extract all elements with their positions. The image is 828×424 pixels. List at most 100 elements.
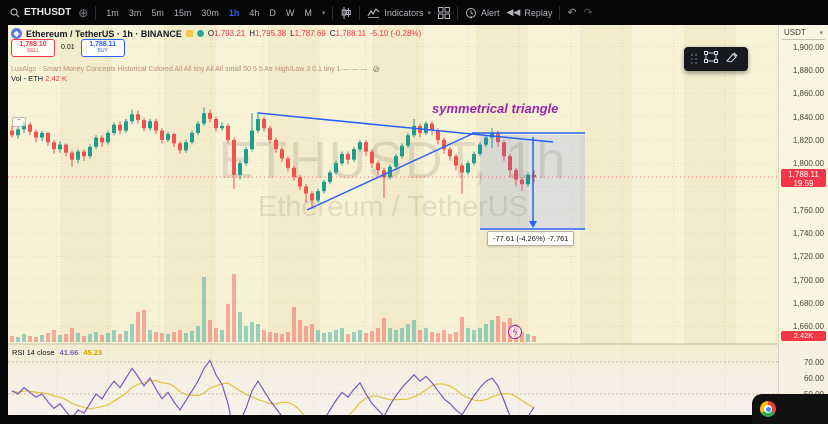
axis-tick: 1,760.00 [792,205,824,215]
price-axis[interactable]: USDT ▾ 1,900.00 1,880.00 1,860.00 1,840.00 1… [778,25,828,415]
currency-label: USDT [784,28,806,37]
pair-title[interactable]: Ethereum / TetherUS · 1h · BINANCE [26,28,182,39]
axis-tick: 1,740.00 [792,229,824,239]
axis-tick: 1,840.00 [792,112,824,122]
indicators-label: Indicators [384,7,424,18]
drawing-toolbar [684,47,748,71]
rsi-legend[interactable]: RSI 14 close 41.66 45.23 [12,348,102,357]
pane-collapse-button[interactable]: ⌃ [12,117,26,127]
timeframe-30m[interactable]: 30m [201,7,219,18]
buy-price: 1,788.11 [89,41,117,48]
alert-button[interactable]: Alert [465,7,500,19]
alert-label: Alert [480,7,500,18]
volume-badge: 2.42K [781,331,826,341]
chrome-icon[interactable] [760,401,776,417]
volume-label: Vol - ETH [11,74,44,83]
drag-handle-icon[interactable] [691,54,697,64]
timeframe-W[interactable]: W [285,7,295,18]
top-toolbar: ETHUSDT ⊕ 1m 3m 5m 15m 30m 1h 4h D W M ▾ Indicato… [0,0,828,25]
axis-tick: 1,900.00 [792,42,824,52]
axis-tick: 1,700.00 [792,275,824,285]
alert-clock-icon [465,7,477,19]
ohlc-item: L1,787.69 [290,29,326,38]
screen-recorder-overlay [752,394,828,424]
rsi-value: 41.66 [59,348,79,357]
undo-icon[interactable]: ↶ [567,7,577,19]
search-icon [10,7,20,18]
selection-rect-icon[interactable] [704,50,718,68]
replay-button[interactable]: ◀◀ Replay [506,7,552,18]
bottom-frame-strip [0,415,828,424]
buy-button[interactable]: 1,788.11 BUY [80,39,125,57]
candles [10,107,536,208]
timeframe-1m[interactable]: 1m [106,7,119,18]
boost-lightning-icon[interactable]: ϟ [508,325,522,339]
triangle-drawing [257,112,585,230]
chevron-down-icon: ▾ [819,29,823,37]
timeframe-4h[interactable]: 4h [249,7,260,18]
measure-tool-label[interactable]: -77.61 (-4.26%) -7,761 [487,231,575,246]
chevron-down-icon: ▾ [427,9,431,17]
rsi-title: RSI 14 close [12,348,55,357]
axis-tick: 1,860.00 [792,89,824,99]
chevron-down-icon[interactable]: ▾ [321,9,326,17]
replay-icon: ◀◀ [506,7,521,17]
chart-canvas[interactable] [8,25,778,415]
axis-tick: 70.00 [803,358,824,367]
ohlc-item: C1,788.11 [329,29,367,38]
indicator-settings-text: LuxAlgo - Smart Money Concepts Historica… [11,66,368,73]
timeframe-15m[interactable]: 15m [173,7,192,18]
eraser-icon[interactable] [725,50,739,68]
ethereum-logo-icon: ◆ [11,28,22,39]
axis-tick: 60.00 [803,374,824,383]
separator [95,5,97,20]
sell-button[interactable]: 1,788.10 SELL [11,39,55,57]
volume-bars [10,274,536,342]
compare-add-icon[interactable]: ⊕ [78,5,89,20]
axis-tick: 1,800.00 [792,159,824,169]
sell-price: 1,788.10 [19,41,47,48]
last-price: 1,788.11 [788,170,819,179]
timeframe-3m[interactable]: 3m [128,7,142,18]
chart-style-icon[interactable] [340,6,352,19]
currency-selector[interactable]: USDT ▾ [782,27,825,40]
eye-hidden-icon[interactable]: ⊘ [372,64,380,74]
indicators-icon [367,7,380,18]
ohlc-values: O1,793.21 H1,795.38 L1,787.69 C1,788.11 -5.1… [208,29,421,38]
separator [559,5,561,20]
axis-tick: 1,660.00 [792,322,824,332]
separator [332,5,334,20]
redo-icon[interactable]: ↷ [583,7,593,19]
axis-tick: 1,880.00 [792,66,824,75]
axis-tick: 1,820.00 [792,135,824,145]
symbol-name: ETHUSDT [24,7,72,18]
ohlc-item: H1,795.38 [249,29,287,38]
chart-pane[interactable]: ETHUSDT, 1h Ethereum / TetherUS ◆ Ethere… [8,25,778,415]
separator [359,5,361,20]
axis-tick: 1,720.00 [792,252,824,262]
indicator-status-icon[interactable] [185,30,193,37]
timeframe-group: 1m 3m 5m 15m 30m 1h 4h D W M [103,6,315,20]
timeframe-5m[interactable]: 5m [151,7,164,18]
buy-label: BUY [97,48,108,55]
indicator-legend[interactable]: LuxAlgo - Smart Money Concepts Historica… [11,64,380,75]
left-frame-strip [0,25,8,424]
timeframe-1h[interactable]: 1h [228,7,240,18]
axis-tick: 1,680.00 [792,299,824,308]
spread-value: 0.01 [61,44,75,52]
timeframe-D[interactable]: D [269,7,276,18]
triangle-annotation-label[interactable]: symmetrical triangle [432,101,559,116]
last-price-badge: 1,788.11 19:59 [781,169,826,189]
volume-legend[interactable]: Vol - ETH 2.42 K [11,74,67,83]
rsi-ma-value: 45.23 [83,348,103,357]
bar-countdown: 19:59 [793,179,814,189]
rsi-pane-bg [8,344,778,415]
timeframe-M[interactable]: M [304,7,312,18]
broker-status-icon[interactable] [196,30,204,37]
symbol-search[interactable]: ETHUSDT [10,7,71,18]
layout-grid-icon[interactable] [437,6,450,19]
trade-panel: 1,788.10 SELL 0.01 1,788.11 BUY [11,39,125,57]
indicators-button[interactable]: Indicators ▾ [367,7,431,18]
change-value: -5.10 (-0.28%) [370,29,422,38]
